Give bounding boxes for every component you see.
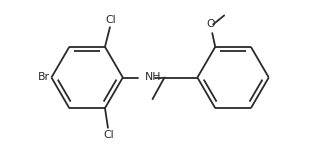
Text: Cl: Cl (105, 15, 116, 25)
Text: NH: NH (145, 73, 161, 82)
Text: Br: Br (38, 73, 50, 82)
Text: Cl: Cl (104, 130, 114, 140)
Text: O: O (206, 19, 215, 29)
